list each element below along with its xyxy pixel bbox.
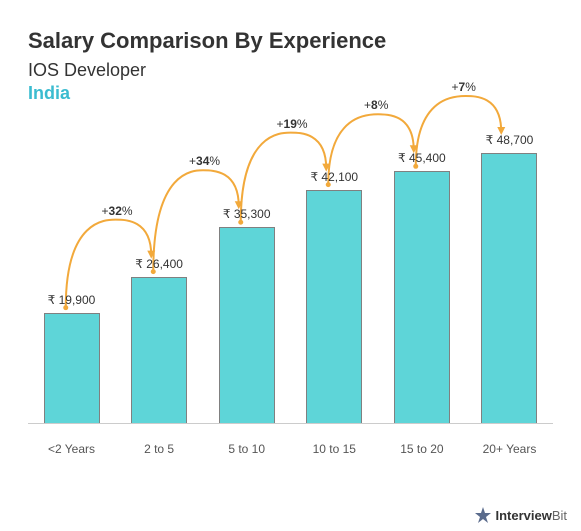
chart-subtitle: IOS Developer <box>28 60 553 81</box>
bar-value-label: ₹ 35,300 <box>223 207 271 221</box>
brand-logo: InterviewBit <box>474 507 567 523</box>
bar <box>44 313 100 423</box>
bar <box>131 277 187 423</box>
bar-slot: ₹ 48,700 <box>466 133 553 423</box>
bar-slot: ₹ 35,300 <box>203 207 290 423</box>
bar <box>394 171 450 423</box>
logo-icon <box>474 507 492 523</box>
bar-slot: ₹ 19,900 <box>28 293 115 423</box>
bar <box>481 153 537 423</box>
chart-area: +32%+34%+19%+8%+7% ₹ 19,900₹ 26,400₹ 35,… <box>28 114 553 464</box>
logo-text-light: Bit <box>552 508 567 523</box>
x-axis-label: 20+ Years <box>466 428 553 464</box>
bar <box>219 227 275 423</box>
bar-value-label: ₹ 26,400 <box>135 257 183 271</box>
bars-row: ₹ 19,900 ₹ 26,400 ₹ 35,300 ₹ 42,100 ₹ 45,400… <box>28 114 553 424</box>
x-axis-label: 5 to 10 <box>203 428 290 464</box>
x-axis-label: 10 to 15 <box>291 428 378 464</box>
logo-text: InterviewBit <box>495 508 567 523</box>
chart-title: Salary Comparison By Experience <box>28 28 553 54</box>
bar-value-label: ₹ 42,100 <box>310 170 358 184</box>
bar-value-label: ₹ 45,400 <box>398 151 446 165</box>
x-axis-label: 2 to 5 <box>116 428 203 464</box>
logo-text-bold: Interview <box>495 508 551 523</box>
chart-location: India <box>28 83 553 104</box>
bar-value-label: ₹ 19,900 <box>48 293 96 307</box>
x-axis-label: 15 to 20 <box>378 428 465 464</box>
bar-slot: ₹ 45,400 <box>378 151 465 423</box>
bar <box>306 190 362 423</box>
x-axis: <2 Years2 to 55 to 1010 to 1515 to 2020+… <box>28 428 553 464</box>
bar-slot: ₹ 42,100 <box>291 170 378 423</box>
bar-slot: ₹ 26,400 <box>116 257 203 423</box>
bar-value-label: ₹ 48,700 <box>486 133 534 147</box>
x-axis-label: <2 Years <box>28 428 115 464</box>
